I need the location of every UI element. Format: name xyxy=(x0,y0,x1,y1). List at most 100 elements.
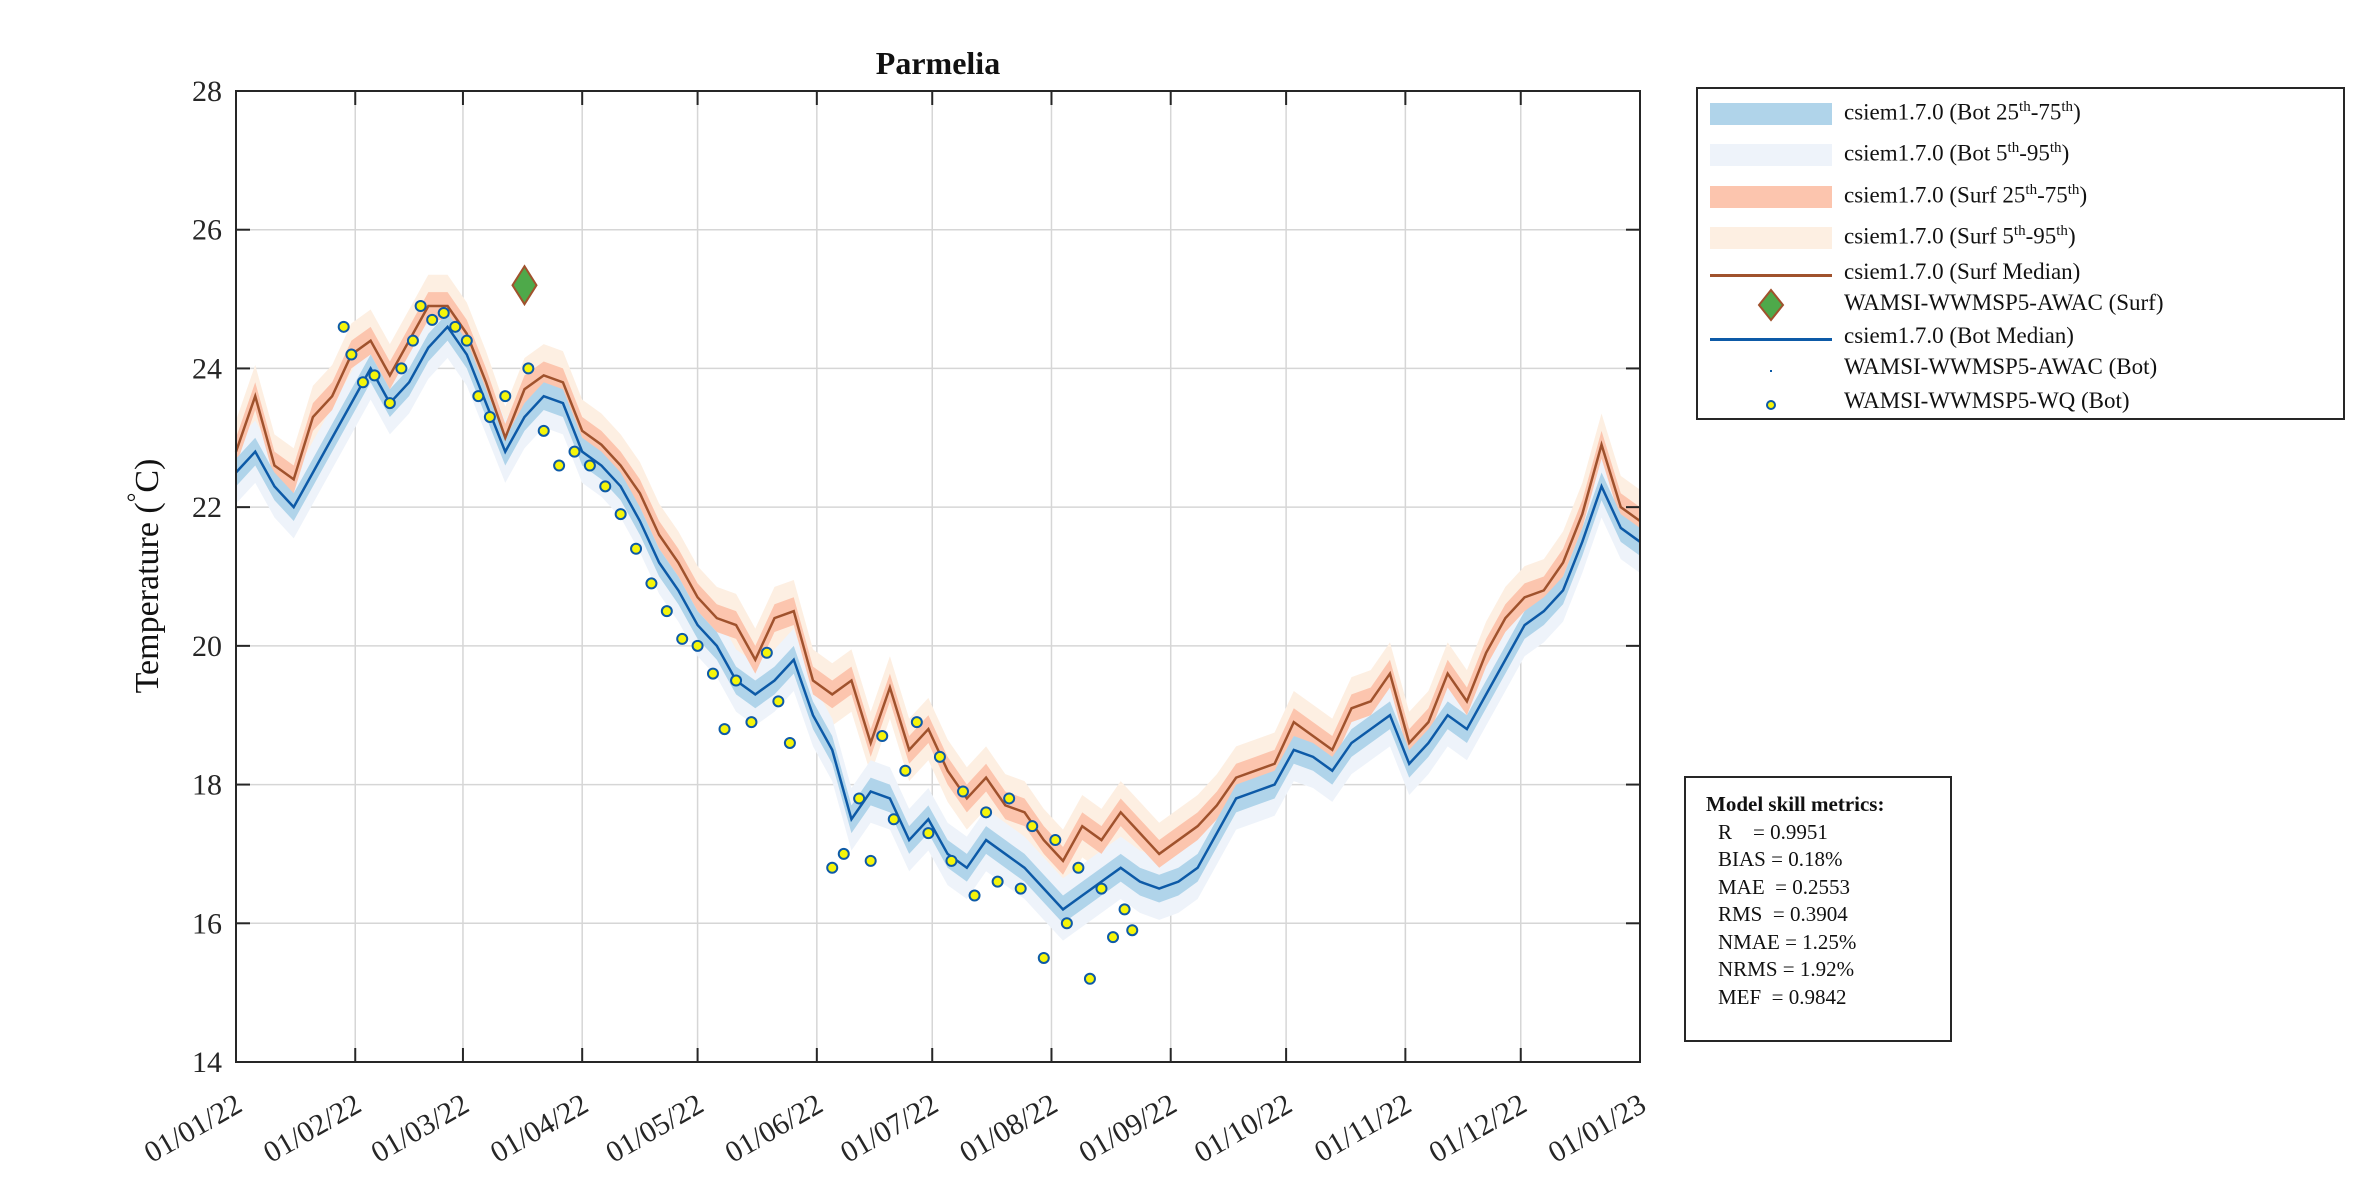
wq-bot-point xyxy=(691,639,704,652)
wq-bot-point xyxy=(449,320,462,333)
y-tick-label: 28 xyxy=(192,75,222,108)
y-axis-label-main: Temperature ( xyxy=(129,502,166,693)
wq-bot-point xyxy=(745,716,758,729)
surf-median-swatch xyxy=(1710,274,1832,277)
wq-bot-point xyxy=(537,424,550,437)
metric-rms: RMS = 0.3904 xyxy=(1718,902,1848,926)
wq-bot-point xyxy=(337,320,350,333)
legend-text: ) xyxy=(2067,223,2076,249)
legend-sup: th xyxy=(2067,182,2080,198)
metric-nrms: NRMS = 1.92% xyxy=(1718,957,1855,981)
wq-bot-point xyxy=(837,847,850,860)
wq-bot-point xyxy=(760,646,773,659)
y-tick-label: 24 xyxy=(192,352,222,385)
y-axis-label-unit: C) xyxy=(129,459,166,493)
wq-bot-point xyxy=(957,785,970,798)
awac-surf-label: WAMSI-WWMSP5-AWAC (Surf) xyxy=(1844,290,2164,316)
bot-median-line xyxy=(235,324,1641,912)
observations xyxy=(337,264,1139,985)
x-tick-label: 01/06/22 xyxy=(719,1087,828,1169)
bot-25-75-band xyxy=(236,312,1640,924)
wq-bot-point xyxy=(772,695,785,708)
wq-bot-point xyxy=(876,730,889,743)
legend-item-awac-bot: WAMSI-WWMSP5-AWAC (Bot) xyxy=(1698,352,2343,388)
legend-item-bot-median: csiem1.7.0 (Bot Median) xyxy=(1698,321,2343,357)
legend-text: WAMSI-WWMSP5-AWAC (Surf) xyxy=(1844,290,2164,315)
metric-bias: BIAS = 0.18% xyxy=(1718,847,1843,871)
wq-bot-point xyxy=(437,306,450,319)
wq-bot-point xyxy=(614,508,627,521)
wq-bot-point xyxy=(1118,903,1131,916)
wq-bot-point xyxy=(853,792,866,805)
y-tick-label: 22 xyxy=(192,491,222,524)
wq-bot-point xyxy=(483,410,496,423)
surf-25-75-band xyxy=(236,292,1640,875)
wq-bot-point xyxy=(583,459,596,472)
plot-frame xyxy=(235,90,1641,1063)
legend-text: ) xyxy=(2073,99,2081,125)
legend-text: ) xyxy=(2079,182,2088,208)
wq-bot-point xyxy=(345,348,358,361)
surf-5-95-swatch xyxy=(1710,227,1832,249)
wq-bot-point xyxy=(899,764,912,777)
wq-bot-point xyxy=(1049,834,1062,847)
legend-text: -95 xyxy=(2025,223,2057,249)
legend-item-surf-5-95: csiem1.7.0 (Surf 5th-95th) xyxy=(1698,221,2343,257)
wq-bot-point xyxy=(980,806,993,819)
legend-sup: th xyxy=(2056,223,2068,239)
bot-median-swatch xyxy=(1710,338,1832,341)
wq-bot-point xyxy=(1060,917,1073,930)
legend-sup: th xyxy=(2013,223,2026,239)
legend-text: csiem1.7.0 (Bot 5 xyxy=(1844,140,2008,166)
wq-bot-point xyxy=(730,674,743,687)
grid xyxy=(235,90,1641,1063)
wq-bot-point xyxy=(910,716,923,729)
wq-bot-point xyxy=(676,632,689,645)
legend-sup: th xyxy=(2049,140,2062,156)
wq-bot-point xyxy=(383,397,396,410)
wq-bot-point xyxy=(472,390,485,403)
legend-item-surf-median: csiem1.7.0 (Surf Median) xyxy=(1698,257,2343,293)
legend-item-bot-25-75: csiem1.7.0 (Bot 25th-75th) xyxy=(1698,97,2343,133)
wq-bot-label: WAMSI-WWMSP5-WQ (Bot) xyxy=(1844,388,2130,414)
wq-bot-point xyxy=(887,813,900,826)
awac-surf-point xyxy=(511,264,538,307)
wq-bot-point xyxy=(395,362,408,375)
wq-bot-point xyxy=(922,827,935,840)
legend-sup: th xyxy=(2025,182,2038,198)
legend-item-wq-bot: WAMSI-WWMSP5-WQ (Bot) xyxy=(1698,386,2343,422)
legend-text: csiem1.7.0 (Surf 25 xyxy=(1844,182,2026,208)
legend-text: -75 xyxy=(2037,182,2068,208)
wq-bot-point xyxy=(1095,882,1108,895)
x-tick-label: 01/11/22 xyxy=(1309,1087,1417,1168)
wq-bot-point xyxy=(568,445,581,458)
wq-bot-point xyxy=(864,854,877,867)
x-tick-label: 01/09/22 xyxy=(1073,1087,1182,1169)
percentile-bands xyxy=(236,274,1640,941)
legend-sup: th xyxy=(2061,99,2074,115)
legend-text: WAMSI-WWMSP5-WQ (Bot) xyxy=(1844,388,2130,413)
surf-5-95-band xyxy=(236,274,1640,893)
wq-bot-point xyxy=(1003,792,1016,805)
wq-bot-point xyxy=(991,875,1004,888)
legend-item-awac-surf: WAMSI-WWMSP5-AWAC (Surf) xyxy=(1698,288,2343,324)
awac-surf-swatch xyxy=(1710,288,1832,322)
legend-text: csiem1.7.0 (Bot 25 xyxy=(1844,99,2020,125)
bot-median-label: csiem1.7.0 (Bot Median) xyxy=(1844,323,2074,349)
x-tick-label: 01/02/22 xyxy=(258,1087,367,1169)
wq-bot-point xyxy=(356,376,369,389)
wq-bot-point xyxy=(499,390,512,403)
bot-5-95-label: csiem1.7.0 (Bot 5th-95th) xyxy=(1844,140,2069,167)
bot-25-75-label: csiem1.7.0 (Bot 25th-75th) xyxy=(1844,99,2081,126)
metric-mef: MEF = 0.9842 xyxy=(1718,984,1847,1009)
wq-bot-point xyxy=(1083,972,1096,985)
y-axis-label: Temperature (°C) xyxy=(124,459,166,694)
x-tick-label: 01/01/23 xyxy=(1543,1087,1652,1169)
bot-5-95-swatch xyxy=(1710,144,1832,166)
wq-bot-point xyxy=(968,889,981,902)
metric-nmae: NMAE = 1.25% xyxy=(1718,929,1857,954)
x-tick-label: 01/03/22 xyxy=(366,1087,475,1169)
wq-bot-point xyxy=(933,750,946,763)
y-tick-label: 14 xyxy=(192,1046,222,1079)
